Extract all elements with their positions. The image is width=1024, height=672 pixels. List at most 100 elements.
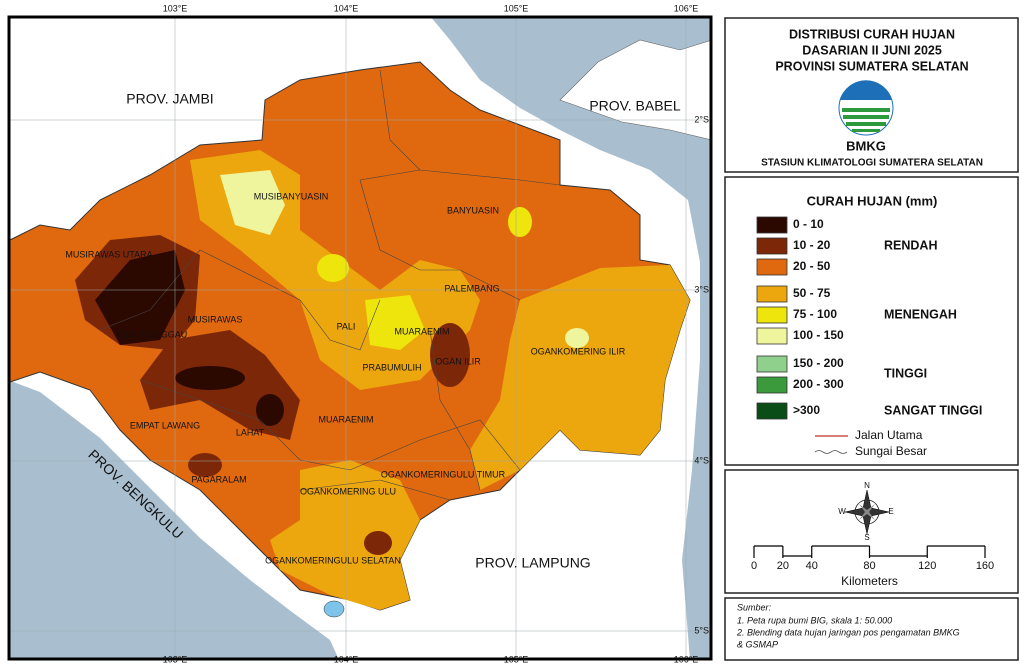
zone (95, 250, 185, 345)
legend-label: 150 - 200 (793, 356, 844, 370)
scale-tick-label: 120 (918, 560, 936, 572)
compass (844, 489, 890, 535)
district-label: LUBUKLINGGAU (117, 329, 188, 339)
lon-tick-label: 104°E (334, 3, 359, 13)
district-label: PALI (337, 321, 356, 331)
district-label: OGAN ILIR (435, 356, 481, 366)
compass-letter: W (838, 507, 846, 516)
scale-tick-label: 160 (976, 560, 994, 572)
region-label: PROV. JAMBI (126, 91, 213, 107)
compass-star-inner (859, 504, 875, 520)
compass-letter: N (864, 481, 870, 490)
lake (323, 600, 345, 618)
zone (364, 531, 392, 555)
zone (470, 265, 690, 490)
district-label: MUARAENIM (394, 326, 449, 336)
zone (220, 170, 285, 235)
district-label: MUSIBANYUASIN (254, 191, 329, 201)
lon-tick-label: 106°E (674, 3, 699, 13)
legend-swatch (756, 216, 788, 234)
district-label: BANYUASIN (447, 205, 499, 215)
lon-tick-label: 103°E (163, 654, 188, 664)
legend-swatch (756, 237, 788, 255)
zone (365, 295, 425, 350)
lat-tick-label: 5°S (694, 625, 709, 635)
district-label: MUARAENIM (318, 414, 373, 424)
station-name: STASIUN KLIMATOLOGI SUMATERA SELATAN (761, 158, 983, 169)
map-frame (7, 15, 713, 661)
district-label: OGANKOMERINGULU SELATAN (265, 555, 401, 565)
zone (565, 328, 589, 348)
legend-label: 0 - 10 (793, 217, 824, 231)
district-label: MUSIRAWAS UTARA (65, 249, 152, 259)
legend-group: RENDAH (884, 238, 937, 252)
border (139, 379, 521, 471)
logo-stripe (842, 108, 890, 112)
zone (175, 366, 245, 390)
legend-swatch (756, 327, 788, 345)
legend-label: 100 - 150 (793, 328, 844, 342)
legend-group: SANGAT TINGGI (884, 403, 982, 417)
scale-tick-label: 40 (806, 560, 818, 572)
legend-title: CURAH HUJAN (mm) (807, 193, 938, 208)
border (299, 479, 451, 501)
lon-tick-label: 105°E (504, 3, 529, 13)
border (359, 169, 561, 186)
legend-line-label: Jalan Utama (855, 428, 923, 442)
district-label: OGANKOMERING ULU (300, 486, 396, 496)
district-label: OGANKOMERINGULU TIMUR (381, 469, 506, 479)
scale-unit: Kilometers (841, 574, 898, 588)
legend-swatch (756, 355, 788, 373)
lon-tick-label: 104°E (334, 654, 359, 664)
scale-box (724, 469, 1019, 594)
babel-island (559, 39, 711, 141)
lon-tick-label: 103°E (163, 3, 188, 13)
legend-label: 20 - 50 (793, 259, 831, 273)
legend-swatch (756, 285, 788, 303)
border (199, 249, 381, 351)
zone (188, 453, 222, 477)
scale-tick-label: 0 (751, 560, 757, 572)
district-label: EMPAT LAWANG (130, 420, 200, 430)
lon-tick-label: 106°E (674, 654, 699, 664)
source-item: & GSMAP (737, 639, 778, 649)
scale-bar: 0 20 40 80 120 160 (751, 545, 994, 572)
border (359, 179, 521, 301)
legend-line-label: Sungai Besar (855, 444, 927, 458)
zone (508, 207, 532, 237)
zone (317, 254, 349, 282)
region-label: PROV. LAMPUNG (475, 555, 590, 571)
title-line: PROVINSI SUMATERA SELATAN (775, 59, 968, 73)
lon-tick-label: 105°E (504, 654, 529, 664)
legend-label: >300 (793, 403, 820, 417)
legend-swatch (756, 402, 788, 420)
graticule (9, 17, 711, 659)
zone (270, 460, 420, 610)
legend-swatch (756, 306, 788, 324)
scale-tick-label: 80 (863, 560, 875, 572)
region-label: PROV. BABEL (589, 98, 681, 114)
source-item: 1. Peta rupa bumi BIG, skala 1: 50.000 (737, 615, 892, 625)
source-item: 2. Blending data hujan jaringan pos peng… (736, 627, 960, 637)
logo-stripe (852, 129, 880, 132)
district-label: PALEMBANG (444, 283, 499, 293)
district-label: MUSIRAWAS (188, 314, 243, 324)
title-line: DISTRIBUSI CURAH HUJAN (789, 27, 955, 41)
logo-top (840, 80, 892, 100)
legend-group: MENENGAH (884, 307, 957, 321)
district-borders (99, 69, 561, 501)
legend-swatch (756, 376, 788, 394)
legend-swatch (756, 258, 788, 276)
border (99, 249, 201, 331)
compass-letter: E (888, 507, 893, 516)
scale-tick-label: 20 (777, 560, 789, 572)
compass-letter: S (864, 533, 869, 542)
legend-label: 10 - 20 (793, 238, 831, 252)
district-label: PRABUMULIH (362, 362, 421, 372)
lat-tick-label: 2°S (694, 114, 709, 124)
district-label: LAHAT (236, 427, 265, 437)
legend-label: 75 - 100 (793, 307, 837, 321)
district-label: OGANKOMERING ILIR (531, 346, 626, 356)
